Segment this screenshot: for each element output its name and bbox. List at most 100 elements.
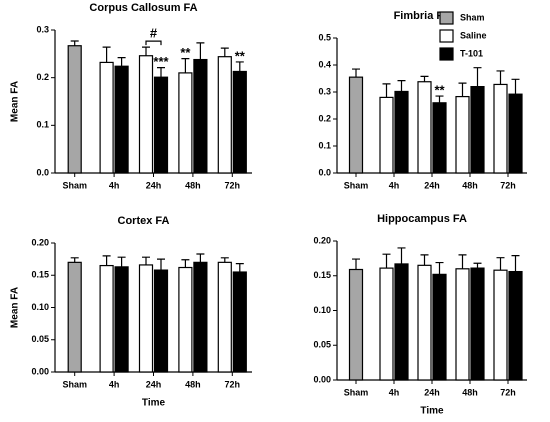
legend-swatch — [439, 47, 454, 61]
error-bar — [102, 255, 111, 266]
y-tick-label: 0.0 — [318, 167, 331, 177]
chart-title: Hippocampus FA — [377, 213, 467, 225]
bar — [193, 58, 208, 174]
bar — [379, 267, 394, 381]
error-bar — [496, 257, 505, 271]
y-tick-label: 0.2 — [318, 113, 331, 123]
x-tick-label: 24h — [424, 180, 440, 190]
error-bar — [511, 254, 520, 272]
x-tick-label: 24h — [146, 379, 162, 389]
x-tick-label: 72h — [225, 379, 241, 389]
legend-label: Sham — [460, 12, 485, 22]
bar — [114, 65, 129, 174]
bar — [394, 263, 409, 381]
bar — [217, 261, 232, 373]
y-tick-label: 0.4 — [318, 59, 331, 69]
error-bar — [473, 262, 482, 269]
x-tick-label: Sham — [62, 379, 87, 389]
error-bar — [235, 61, 244, 72]
error-bar — [70, 257, 79, 263]
y-tick-label: 0.20 — [313, 235, 331, 245]
error-bar — [473, 67, 482, 87]
x-tick-label: 72h — [225, 180, 241, 190]
legend-label: Saline — [460, 30, 487, 40]
x-tick-label: 72h — [500, 180, 516, 190]
x-tick-label: 24h — [146, 180, 162, 190]
annotation: ** — [180, 45, 191, 60]
bar — [470, 267, 485, 381]
bar — [138, 264, 154, 373]
y-tick-label: 0.05 — [313, 340, 331, 350]
bar — [232, 70, 247, 174]
error-bar — [157, 258, 165, 271]
y-tick-label: 0.10 — [313, 305, 331, 315]
error-bar — [235, 263, 244, 273]
chart-title: Fimbria FA — [394, 10, 451, 22]
x-tick-label: 48h — [185, 379, 201, 389]
bar — [178, 266, 193, 373]
bar — [153, 269, 169, 373]
error-bar — [382, 253, 391, 269]
bar — [114, 266, 129, 373]
legend-swatch — [439, 11, 454, 25]
annotation: ** — [434, 82, 445, 97]
bar — [99, 61, 114, 174]
error-bar — [435, 261, 444, 275]
bar — [67, 45, 82, 174]
x-tick-label: 48h — [185, 180, 201, 190]
error-bar — [352, 68, 360, 78]
y-tick-label: 0.2 — [36, 72, 49, 82]
bar — [455, 95, 470, 174]
bar — [508, 93, 523, 174]
bar — [217, 56, 232, 174]
annotation: *** — [153, 54, 169, 69]
error-bar — [496, 70, 505, 85]
error-bar — [142, 46, 150, 56]
annotation: # — [150, 26, 158, 41]
y-tick-label: 0.1 — [36, 120, 49, 130]
bar — [348, 268, 364, 381]
chart-title: Cortex FA — [118, 215, 170, 227]
y-tick-label: 0.1 — [318, 140, 331, 150]
x-tick-label: 48h — [462, 387, 478, 397]
x-tick-label: 48h — [462, 180, 478, 190]
error-bar — [420, 254, 429, 266]
y-tick-label: 0.20 — [31, 237, 49, 247]
error-bar — [196, 42, 205, 60]
error-bar — [102, 46, 111, 63]
significance-bracket — [145, 40, 162, 46]
error-bar — [511, 78, 520, 95]
error-bar — [70, 40, 79, 46]
bar — [153, 76, 169, 174]
legend-label: T-101 — [460, 48, 483, 58]
x-axis-label: Time — [420, 406, 444, 417]
legend-swatch — [439, 29, 454, 43]
y-tick-label: 0.00 — [313, 374, 331, 384]
bar — [178, 72, 193, 174]
y-tick-label: 0.15 — [31, 270, 49, 280]
x-axis-label: Time — [142, 398, 166, 409]
error-bar — [458, 254, 467, 269]
bar — [348, 76, 364, 174]
y-tick-label: 0.5 — [318, 32, 331, 42]
error-bar — [382, 83, 391, 98]
error-bar — [157, 67, 165, 78]
error-bar — [181, 259, 190, 268]
bar — [455, 268, 470, 381]
bar — [394, 90, 409, 174]
error-bar — [397, 80, 406, 92]
bar — [470, 85, 485, 174]
bar — [417, 264, 432, 381]
x-tick-label: Sham — [62, 180, 87, 190]
bar — [379, 96, 394, 174]
y-tick-label: 0.3 — [318, 86, 331, 96]
bar — [493, 83, 508, 174]
error-bar — [420, 75, 429, 82]
bar — [99, 264, 114, 373]
bar — [508, 270, 523, 381]
chart-title: Corpus Callosum FA — [89, 2, 197, 14]
bar — [493, 269, 508, 381]
bar — [67, 261, 82, 373]
y-tick-label: 0.3 — [36, 24, 49, 34]
